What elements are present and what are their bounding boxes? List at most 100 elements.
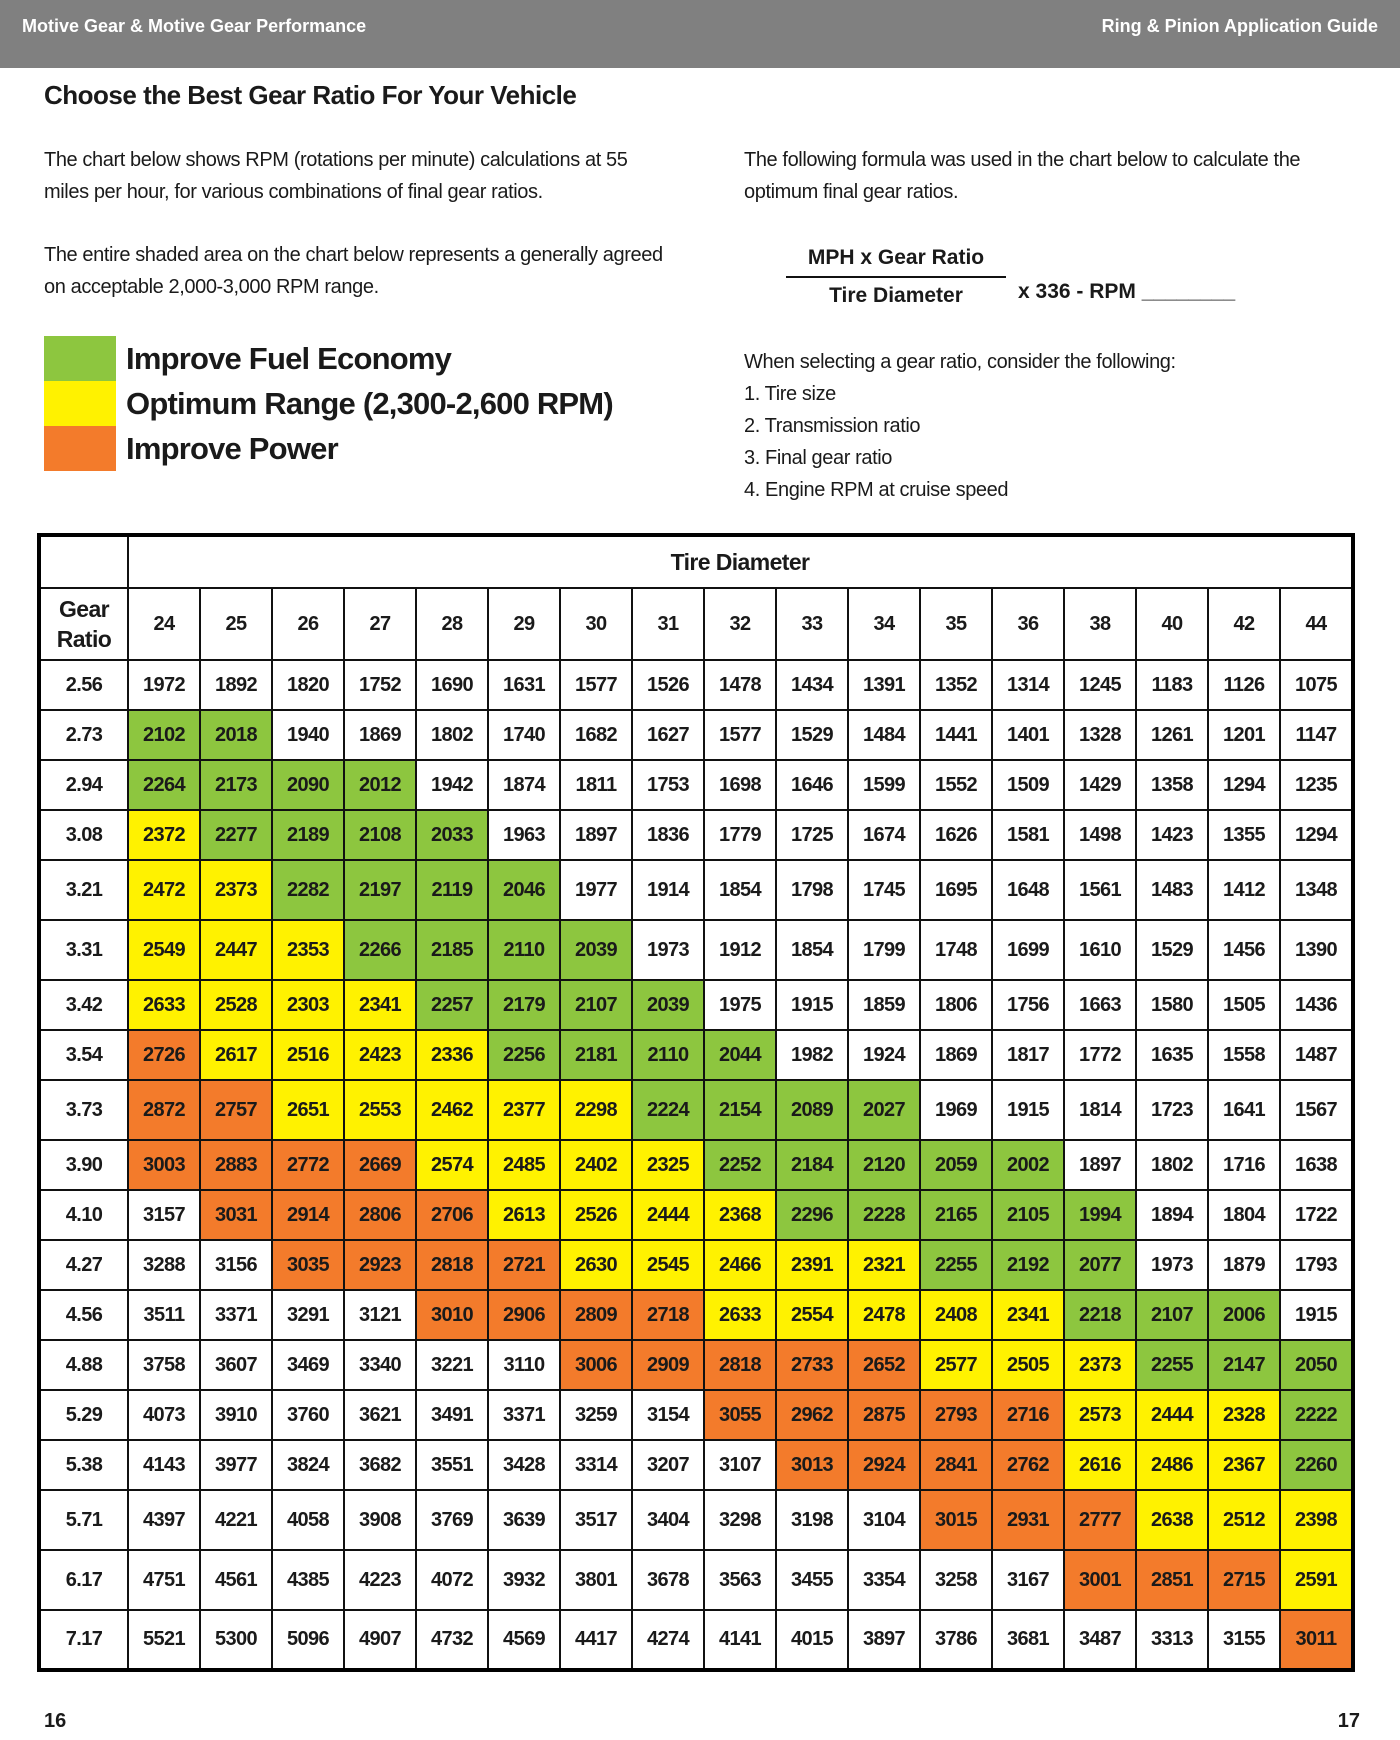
- rpm-cell: 2909: [631, 1339, 705, 1391]
- rpm-cell: 2222: [1279, 1389, 1354, 1441]
- gear-ratio-cell: 4.56: [38, 1289, 129, 1341]
- rpm-cell: 1752: [343, 659, 417, 711]
- rpm-cell: 2296: [775, 1189, 849, 1241]
- rpm-cell: 4223: [343, 1549, 417, 1611]
- rpm-cell: 2613: [487, 1189, 561, 1241]
- gear-ratio-cell: 3.21: [38, 859, 129, 921]
- rpm-cell: 2353: [271, 919, 345, 981]
- rpm-cell: 2372: [127, 809, 201, 861]
- rpm-cell: 2630: [559, 1239, 633, 1291]
- rpm-cell: 2336: [415, 1029, 489, 1081]
- rpm-cell: 2391: [775, 1239, 849, 1291]
- rpm-cell: 4274: [631, 1609, 705, 1671]
- rpm-cell: 4221: [199, 1489, 273, 1551]
- rpm-cell: 1648: [991, 859, 1065, 921]
- rpm-cell: 1798: [775, 859, 849, 921]
- rpm-cell: 1245: [1063, 659, 1137, 711]
- column-header: 44: [1279, 587, 1354, 661]
- rpm-cell: 2962: [775, 1389, 849, 1441]
- rpm-cell: 2368: [703, 1189, 777, 1241]
- rpm-cell: 2367: [1207, 1439, 1281, 1491]
- rpm-cell: 2462: [415, 1079, 489, 1141]
- rpm-cell: 2573: [1063, 1389, 1137, 1441]
- rpm-cell: 3198: [775, 1489, 849, 1551]
- rpm-cell: 2617: [199, 1029, 273, 1081]
- rpm-cell: 1355: [1207, 809, 1281, 861]
- list-item: 2. Transmission ratio: [744, 415, 921, 437]
- table-row: 5.29 4073 3910 3760 3621 3491 3371 3259 3154 3055…: [38, 1389, 1354, 1441]
- rpm-cell: 2257: [415, 979, 489, 1031]
- rpm-cell: 3977: [199, 1439, 273, 1491]
- rpm-cell: 2652: [847, 1339, 921, 1391]
- rpm-cell: 2545: [631, 1239, 705, 1291]
- tire-diameter-header: Tire Diameter: [127, 534, 1354, 589]
- rpm-cell: 1529: [775, 709, 849, 761]
- considerations: When selecting a gear ratio, consider th…: [744, 346, 1176, 506]
- rpm-cell: 3681: [991, 1609, 1065, 1671]
- rpm-cell: 2447: [199, 919, 273, 981]
- rpm-cell: 1580: [1135, 979, 1209, 1031]
- rpm-cell: 1201: [1207, 709, 1281, 761]
- legend-item-power: Improve Power: [44, 426, 613, 471]
- rpm-cell: 1804: [1207, 1189, 1281, 1241]
- table-row: 4.27 3288 3156 3035 2923 2818 2721 2630 2545 2466…: [38, 1239, 1354, 1291]
- rpm-cell: 2512: [1207, 1489, 1281, 1551]
- column-header: 25: [199, 587, 273, 661]
- rpm-cell: 3678: [631, 1549, 705, 1611]
- rpm-cell: 3607: [199, 1339, 273, 1391]
- rpm-cell: 2591: [1279, 1549, 1354, 1611]
- rpm-cell: 4397: [127, 1489, 201, 1551]
- rpm-cell: 1716: [1207, 1139, 1281, 1191]
- rpm-cell: 4751: [127, 1549, 201, 1611]
- rpm-cell: 1558: [1207, 1029, 1281, 1081]
- formula-intro: The following formula was used in the ch…: [744, 149, 1301, 203]
- rpm-cell: 3157: [127, 1189, 201, 1241]
- rpm-cell: 3001: [1063, 1549, 1137, 1611]
- rpm-cell: 1869: [343, 709, 417, 761]
- rpm-cell: 2478: [847, 1289, 921, 1341]
- rpm-cell: 1314: [991, 659, 1065, 711]
- rpm-cell: 3313: [1135, 1609, 1209, 1671]
- rpm-cell: 3511: [127, 1289, 201, 1341]
- table-row: 4.10 3157 3031 2914 2806 2706 2613 2526 2444 2368…: [38, 1189, 1354, 1241]
- rpm-cell: 5300: [199, 1609, 273, 1671]
- rpm-cell: 2039: [559, 919, 633, 981]
- rpm-cell: 1806: [919, 979, 993, 1031]
- rpm-cell: 3006: [559, 1339, 633, 1391]
- rpm-cell: 2012: [343, 759, 417, 811]
- rpm-cell: 1854: [703, 859, 777, 921]
- gear-ratio-cell: 2.94: [38, 759, 129, 811]
- gear-ratio-cell: 3.90: [38, 1139, 129, 1191]
- rpm-cell: 2841: [919, 1439, 993, 1491]
- rpm-cell: 1505: [1207, 979, 1281, 1031]
- gear-ratio-cell: 3.73: [38, 1079, 129, 1141]
- column-header: 28: [415, 587, 489, 661]
- rpm-cell: 2224: [631, 1079, 705, 1141]
- list-item: 4. Engine RPM at cruise speed: [744, 479, 1009, 501]
- rpm-cell: 3155: [1207, 1609, 1281, 1671]
- rpm-cell: 1348: [1279, 859, 1354, 921]
- rpm-cell: 3682: [343, 1439, 417, 1491]
- rpm-cell: 2574: [415, 1139, 489, 1191]
- rpm-cell: 1626: [919, 809, 993, 861]
- rpm-cell: 2264: [127, 759, 201, 811]
- rpm-cell: 3491: [415, 1389, 489, 1441]
- rpm-cell: 2726: [127, 1029, 201, 1081]
- table-row: 3.21 2472 2373 2282 2197 2119 2046 1977 1914 1854…: [38, 859, 1354, 921]
- rpm-cell: 1836: [631, 809, 705, 861]
- formula-denominator: Tire Diameter: [829, 284, 963, 307]
- rpm-cell: 2528: [199, 979, 273, 1031]
- rpm-cell: 1699: [991, 919, 1065, 981]
- gear-ratio-cell: 3.42: [38, 979, 129, 1031]
- rpm-cell: 3404: [631, 1489, 705, 1551]
- rpm-cell: 2266: [343, 919, 417, 981]
- rpm-cell: 2377: [487, 1079, 561, 1141]
- rpm-cell: 1577: [703, 709, 777, 761]
- rpm-cell: 2505: [991, 1339, 1065, 1391]
- rpm-cell: 1235: [1279, 759, 1354, 811]
- legend-swatch: [44, 336, 116, 381]
- rpm-cell: 2721: [487, 1239, 561, 1291]
- rpm-cell: 3758: [127, 1339, 201, 1391]
- rpm-cell: 2875: [847, 1389, 921, 1441]
- gear-ratio-header: Gear Ratio: [38, 587, 129, 661]
